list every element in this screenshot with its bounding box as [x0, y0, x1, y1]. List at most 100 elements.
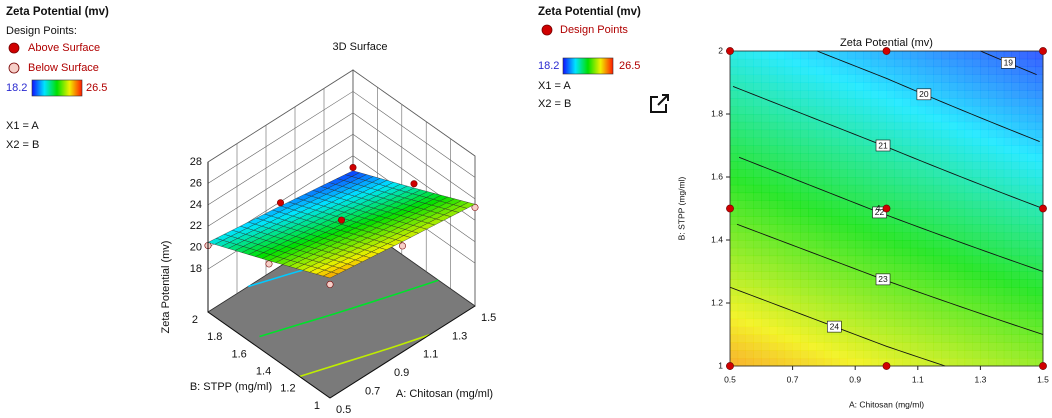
- contour-cell: [917, 106, 926, 115]
- contour-cell: [839, 58, 848, 68]
- contour-cell: [933, 58, 942, 68]
- contour-cell: [925, 310, 934, 320]
- contour-cell: [894, 153, 903, 162]
- contour-cell: [753, 318, 762, 327]
- contour-cell: [1035, 295, 1044, 304]
- contour-cell: [870, 129, 879, 138]
- contour-cell: [870, 161, 879, 170]
- contour-cell: [886, 247, 895, 257]
- contour-cell: [847, 303, 856, 312]
- contour-cell: [847, 145, 856, 154]
- contour-cell: [1027, 153, 1036, 162]
- contour-cell: [980, 177, 989, 186]
- contour-cell: [776, 98, 786, 107]
- contour-cell: [1011, 247, 1020, 257]
- contour-cell: [745, 255, 754, 264]
- contour-cell: [776, 216, 786, 225]
- contour-cell: [1035, 310, 1044, 320]
- contour-cell: [761, 192, 770, 201]
- contour-cell: [769, 358, 778, 367]
- contour-cell: [909, 295, 919, 304]
- contour-cell: [980, 153, 989, 162]
- contour-cell: [1011, 153, 1020, 162]
- contour-cell: [909, 121, 919, 131]
- contour-cell: [792, 58, 801, 68]
- contour-cell: [863, 184, 872, 194]
- contour-cell: [941, 98, 950, 107]
- popout-icon[interactable]: [650, 94, 669, 113]
- contour-cell: [847, 358, 856, 367]
- contour-cell: [870, 82, 879, 91]
- z-tick-label: 24: [190, 199, 202, 211]
- contour-cell: [972, 224, 981, 233]
- contour-cell: [776, 192, 786, 201]
- design-point: [410, 180, 418, 188]
- contour-cell: [996, 350, 1005, 359]
- contour-cell: [886, 232, 895, 241]
- contour-cell: [730, 287, 739, 296]
- contour-cell: [980, 169, 989, 178]
- legend-marker: [541, 24, 553, 36]
- contour-label: 21: [878, 140, 888, 150]
- contour-cell: [972, 216, 981, 225]
- contour-cell: [816, 106, 825, 115]
- contour-cell: [909, 224, 919, 233]
- contour-cell: [949, 184, 958, 194]
- contour-cell: [902, 279, 911, 288]
- chart-title: 3D Surface: [332, 41, 387, 53]
- contour-cell: [917, 232, 926, 241]
- contour-cell: [1019, 82, 1028, 91]
- contour-cell: [808, 334, 817, 343]
- contour-cell: [847, 51, 856, 60]
- contour-cell: [870, 137, 879, 146]
- contour-cell: [917, 358, 926, 367]
- contour-cell: [769, 58, 778, 68]
- contour-cell: [769, 350, 778, 359]
- contour-cell: [776, 240, 786, 249]
- contour-cell: [909, 263, 919, 272]
- contour-cell: [753, 200, 762, 209]
- contour-cell: [816, 279, 825, 288]
- contour-cell: [902, 247, 911, 257]
- contour-cell: [964, 82, 973, 91]
- factor-label: X1 = A: [6, 120, 39, 132]
- contour-cell: [730, 114, 739, 123]
- contour-cell: [1035, 145, 1044, 154]
- contour-cell: [964, 137, 973, 146]
- contour-cell: [980, 279, 989, 288]
- contour-cell: [847, 137, 856, 146]
- contour-cell: [894, 279, 903, 288]
- contour-cell: [745, 240, 754, 249]
- contour-cell: [956, 74, 966, 83]
- contour-cell: [980, 350, 989, 359]
- contour-cell: [808, 192, 817, 201]
- contour-cell: [909, 208, 919, 217]
- contour-cell: [737, 303, 746, 312]
- contour-cell: [831, 303, 840, 312]
- contour-cell: [745, 106, 754, 115]
- contour-cell: [730, 342, 739, 351]
- contour-cell: [730, 310, 739, 320]
- contour-cell: [737, 310, 746, 320]
- x-tick-label: 1.1: [912, 374, 924, 384]
- contour-cell: [769, 247, 778, 257]
- contour-cell: [847, 161, 856, 170]
- contour-cell: [956, 240, 966, 249]
- contour-cell: [949, 358, 958, 367]
- contour-cell: [933, 51, 942, 60]
- contour-cell: [823, 145, 833, 154]
- contour-cell: [949, 240, 958, 249]
- contour-cell: [784, 358, 793, 367]
- contour-cell: [933, 358, 942, 367]
- contour-cell: [956, 82, 966, 91]
- contour-cell: [776, 106, 786, 115]
- contour-cell: [831, 232, 840, 241]
- contour-cell: [886, 200, 895, 209]
- contour-cell: [855, 106, 864, 115]
- contour-cell: [761, 279, 770, 288]
- contour-cell: [761, 334, 770, 343]
- contour-cell: [792, 255, 801, 264]
- contour-cell: [784, 192, 793, 201]
- contour-label-box: [875, 273, 891, 286]
- contour-cell: [925, 153, 934, 162]
